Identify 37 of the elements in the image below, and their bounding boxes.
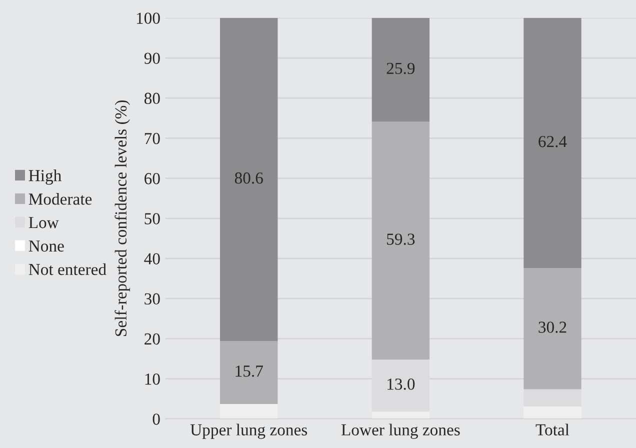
y-axis-title: Self-reported confidence levels (%) — [114, 100, 130, 336]
data-label: 25.9 — [386, 62, 415, 74]
bar — [220, 341, 278, 404]
bar — [372, 412, 430, 419]
y-tick-label: 20 — [144, 333, 160, 345]
bar — [524, 268, 582, 390]
y-tick-label: 100 — [136, 12, 160, 24]
bar — [524, 18, 582, 268]
bar — [372, 18, 430, 122]
legend-label: Moderate — [28, 193, 92, 205]
x-tick-label: Lower lung zones — [341, 424, 460, 439]
y-tick-label: 10 — [145, 373, 160, 385]
y-tick-label: 60 — [144, 173, 160, 184]
data-label: 59.3 — [387, 234, 415, 245]
data-label: 80.6 — [234, 172, 263, 184]
x-tick-label: Upper lung zones — [190, 424, 308, 439]
x-tick-label: Total — [536, 424, 570, 436]
legend-label: High — [28, 170, 62, 185]
data-label: 30.2 — [538, 322, 566, 333]
y-tick-label: 50 — [144, 213, 160, 224]
y-tick-label: 40 — [144, 253, 160, 264]
y-tick-label: 90 — [144, 52, 160, 64]
legend-label: None — [28, 240, 64, 252]
bar — [524, 406, 582, 419]
y-tick-label: 0 — [152, 414, 160, 425]
legend-label: Low — [28, 217, 59, 228]
bar — [220, 18, 278, 342]
legend-label: Not entered — [28, 263, 106, 276]
data-label: 13.0 — [388, 378, 415, 390]
y-tick-label: 80 — [144, 92, 160, 104]
y-tick-label: 30 — [144, 293, 160, 305]
data-label: 15.7 — [236, 366, 263, 377]
bar — [524, 389, 582, 406]
bar — [220, 404, 278, 419]
y-tick-label: 70 — [144, 132, 160, 144]
bar — [372, 122, 430, 360]
data-label: 62.4 — [538, 136, 567, 148]
